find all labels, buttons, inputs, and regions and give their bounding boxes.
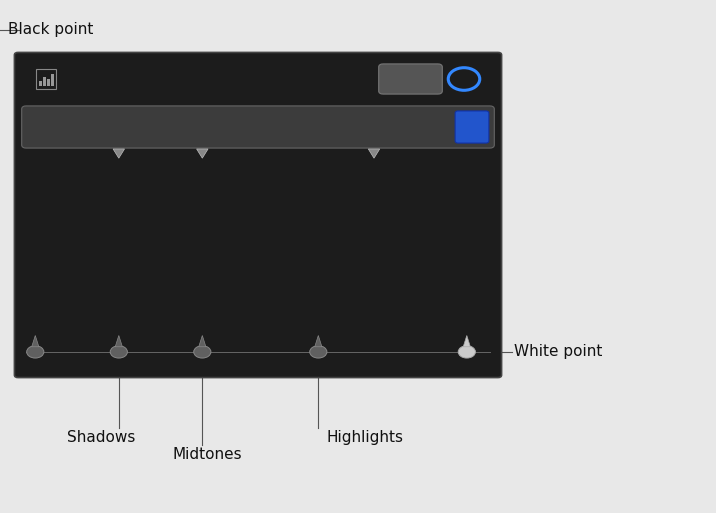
Text: ▲: ▲: [469, 120, 475, 126]
Text: Black point: Black point: [8, 22, 93, 37]
Text: RGB: RGB: [40, 120, 73, 134]
Text: Highlights: Highlights: [326, 430, 403, 445]
Text: ▼: ▼: [469, 128, 475, 134]
Text: ∨: ∨: [27, 72, 37, 86]
Text: Shadows: Shadows: [67, 430, 135, 445]
Text: Midtones: Midtones: [173, 447, 242, 462]
Text: Levels: Levels: [74, 70, 131, 88]
Text: AUTO: AUTO: [395, 74, 425, 84]
Text: ↺: ↺: [361, 70, 375, 88]
Text: White point: White point: [514, 344, 602, 360]
